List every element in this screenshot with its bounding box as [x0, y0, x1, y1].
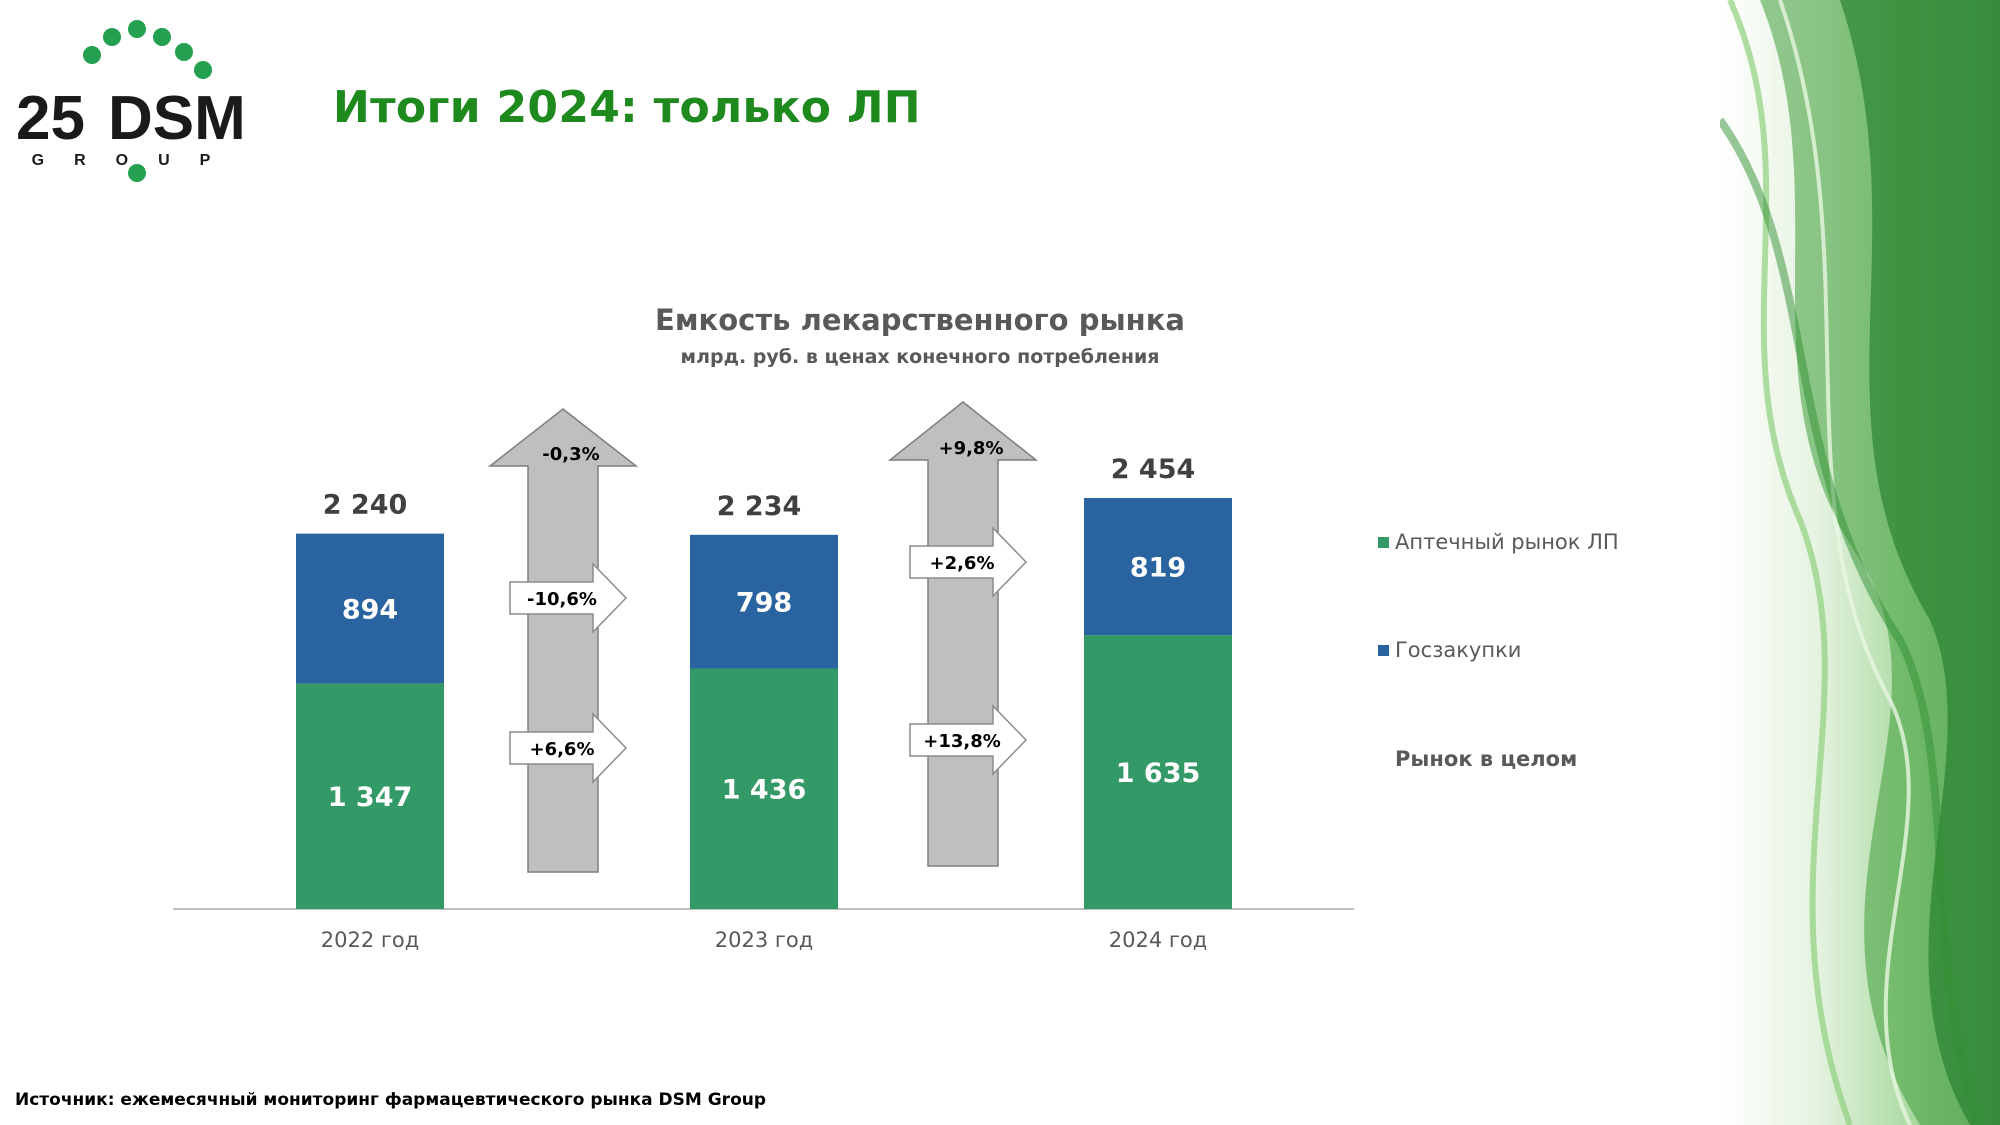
data-label-gov-1: 894 — [342, 595, 398, 626]
logo-dots — [83, 20, 212, 182]
total-label-3: 2 454 — [1111, 454, 1196, 485]
total-growth-label-2: +9,8% — [938, 438, 1003, 459]
pharmacy-growth-arrow-2 — [909, 704, 1028, 776]
gov-growth-label-1: -10,6% — [527, 589, 597, 610]
pharmacy-growth-arrow-1 — [509, 712, 628, 784]
total-growth-arrow-1 — [487, 408, 639, 873]
pharmacy-growth-label-1: +6,6% — [529, 739, 594, 760]
chart-title: Емкость лекарственного рынка — [655, 303, 1185, 337]
legend-swatch-pharmacy — [1378, 537, 1389, 548]
chart-subtitle: млрд. руб. в ценах конечного потребления — [681, 346, 1160, 368]
gov-growth-arrow-1 — [509, 562, 628, 634]
data-label-pharmacy-2: 1 436 — [722, 775, 807, 806]
pharmacy-growth-label-2: +13,8% — [923, 731, 1001, 752]
source-note: Источник: ежемесячный мониторинг фармаце… — [15, 1090, 767, 1110]
bars — [296, 497, 1232, 909]
x-tick-label-3: 2024 год — [1109, 928, 1208, 952]
data-label-pharmacy-3: 1 635 — [1116, 758, 1201, 789]
bar-gov-1 — [296, 533, 444, 684]
bar-pharmacy-3 — [1084, 635, 1232, 909]
bar-pharmacy-2 — [690, 668, 838, 909]
dsm-group-logo: 25 DSM GROUP — [16, 20, 246, 182]
legend: Аптечный рынок ЛП Госзакупки Рынок в целом — [1378, 530, 1619, 771]
data-label-gov-2: 798 — [736, 588, 792, 619]
bar-gov-3 — [1084, 497, 1232, 636]
bar-gov-2 — [690, 534, 838, 669]
page-title: Итоги 2024: только ЛП — [333, 82, 921, 133]
green-ribbon-decoration — [1720, 0, 2000, 1125]
legend-swatch-gov — [1378, 645, 1389, 656]
logo-brand: DSM — [108, 84, 246, 153]
total-label-2: 2 234 — [717, 491, 802, 522]
data-label-pharmacy-1: 1 347 — [328, 782, 413, 813]
data-label-gov-3: 819 — [1130, 553, 1186, 584]
logo-group-text: GROUP — [32, 152, 241, 169]
labels: 1 347 894 2 240 2022 год 1 436 798 2 234 2023 г… — [321, 454, 1208, 952]
logo-number: 25 — [16, 84, 85, 153]
legend-label-gov: Госзакупки — [1395, 638, 1521, 662]
legend-label-total: Рынок в целом — [1395, 747, 1577, 771]
gov-growth-arrow-2 — [909, 526, 1028, 598]
legend-label-pharmacy: Аптечный рынок ЛП — [1395, 530, 1619, 554]
growth-arrows: -0,3% -10,6% +6,6% +9,8% +2,6% +13,8% — [487, 401, 1039, 873]
x-tick-label-1: 2022 год — [321, 928, 420, 952]
x-tick-label-2: 2023 год — [715, 928, 814, 952]
gov-growth-label-2: +2,6% — [929, 553, 994, 574]
total-label-1: 2 240 — [323, 490, 408, 521]
bar-pharmacy-1 — [296, 683, 444, 909]
total-growth-arrow-2 — [887, 401, 1039, 867]
total-growth-label-1: -0,3% — [542, 444, 599, 465]
